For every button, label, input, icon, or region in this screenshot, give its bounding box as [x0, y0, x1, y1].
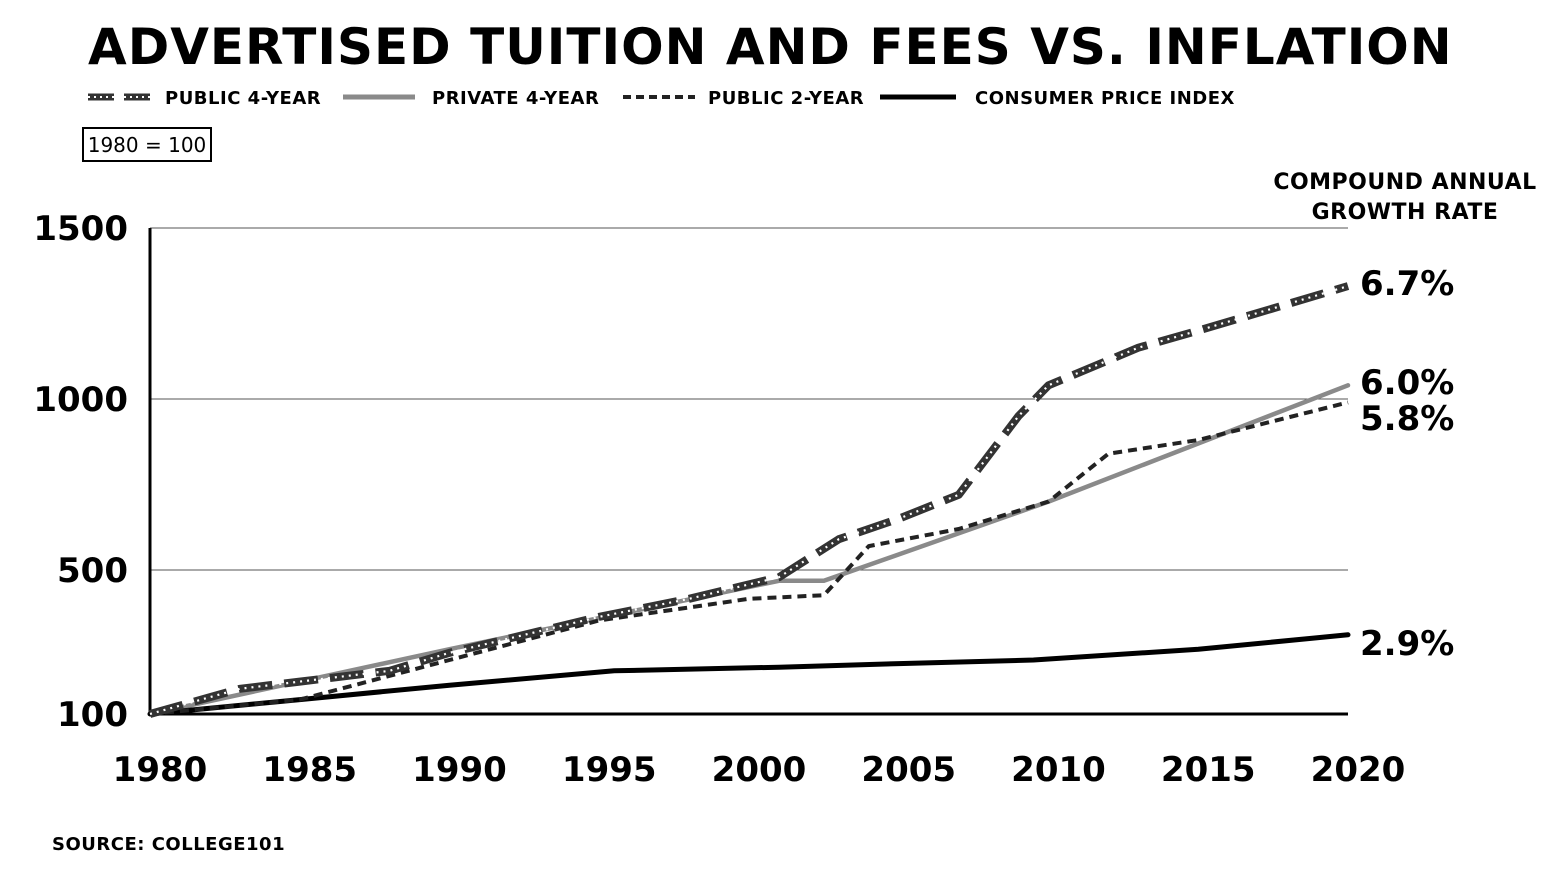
axes — [148, 228, 1348, 716]
series-line-public-4-year-dots — [149, 285, 1349, 716]
series-line-public-4-year — [148, 282, 1350, 718]
rate-header-line-1: COMPOUND ANNUAL — [1273, 170, 1536, 195]
legend-label: CONSUMER PRICE INDEX — [975, 88, 1235, 109]
growth-rate-labels: 6.7% 6.0%5.8% 2.9% — [1360, 264, 1454, 664]
legend: PUBLIC 4-YEAR PRIVATE 4-YEAR PUBLIC 2-YEAR… — [88, 88, 1235, 109]
legend-label: PRIVATE 4-YEAR — [432, 88, 599, 109]
grid — [150, 227, 1348, 571]
x-tick-label: 2020 — [1311, 750, 1406, 790]
x-tick-label: 1995 — [562, 750, 657, 790]
series-line-consumer-price-index — [147, 632, 1351, 717]
legend-label: PUBLIC 2-YEAR — [708, 88, 864, 109]
growth-rate-label: 6.0% — [1360, 363, 1454, 403]
source-note: SOURCE: COLLEGE101 — [52, 834, 285, 855]
x-tick-label: 2015 — [1161, 750, 1256, 790]
growth-rate-label: 5.8% — [1360, 399, 1454, 439]
chart-title: ADVERTISED TUITION AND FEES VS. INFLATIO… — [88, 18, 1453, 76]
x-axis-ticks: 1980 1985 1990 1995 2000 2005 2010 2015 2020 — [113, 750, 1406, 790]
x-tick-label: 2005 — [861, 750, 956, 790]
x-tick-label: 1980 — [113, 750, 208, 790]
x-tick-label: 2010 — [1011, 750, 1106, 790]
series-line-private-4-year — [147, 383, 1351, 717]
x-tick-label: 1985 — [262, 750, 357, 790]
baseline-note: 1980 = 100 — [88, 133, 207, 157]
x-tick-label: 2000 — [712, 750, 807, 790]
y-tick-label: 500 — [57, 551, 128, 591]
rate-header-line-2: GROWTH RATE — [1312, 200, 1499, 225]
baseline-note-box — [82, 127, 212, 162]
legend-label: PUBLIC 4-YEAR — [165, 88, 321, 109]
x-tick-label: 1990 — [412, 750, 507, 790]
growth-rate-label: 6.7% — [1360, 264, 1454, 304]
y-tick-label: 100 — [57, 695, 128, 735]
series-lines — [147, 282, 1351, 718]
y-tick-label: 1000 — [33, 380, 128, 420]
y-axis-ticks: 100 500 1000 1500 — [33, 209, 128, 735]
y-tick-label: 1500 — [33, 209, 128, 249]
growth-rate-label: 2.9% — [1360, 624, 1454, 664]
